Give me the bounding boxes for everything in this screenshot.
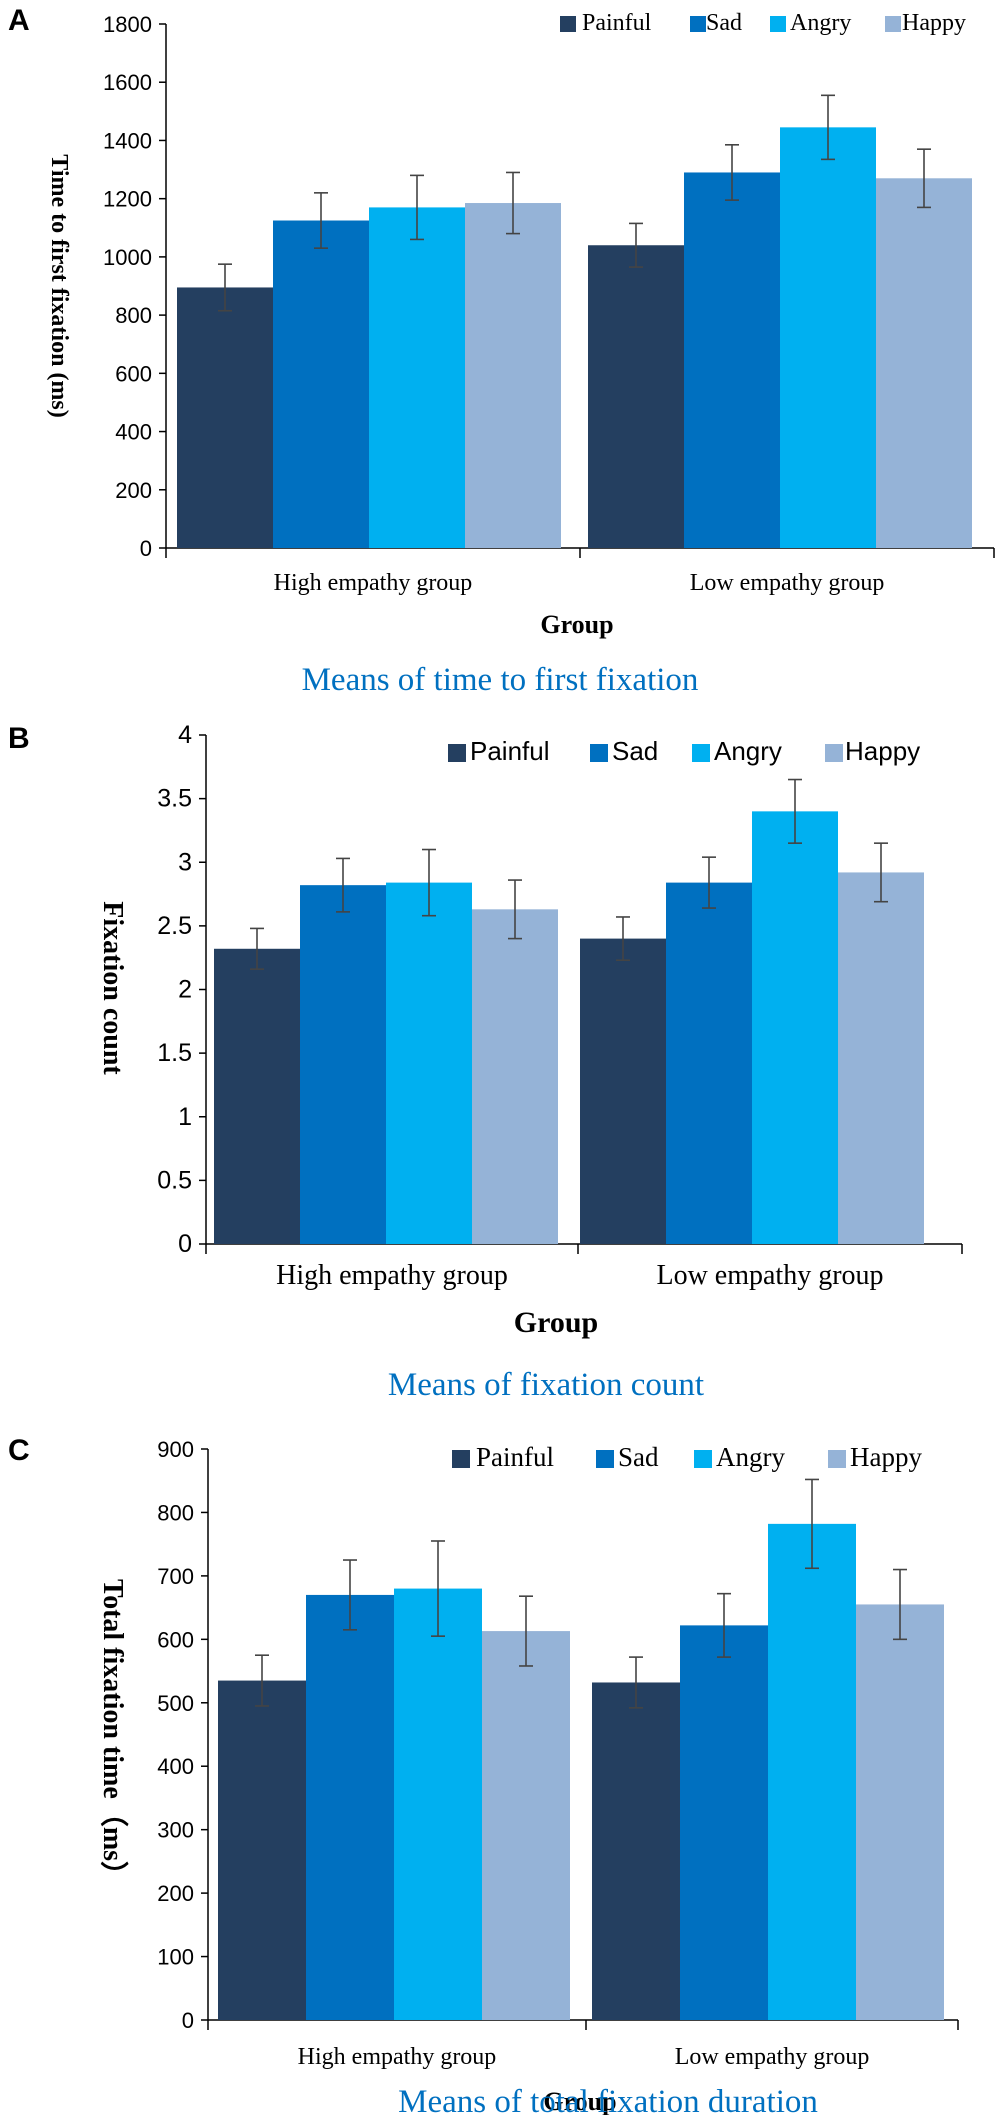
category-label: High empathy group	[276, 1260, 508, 1291]
bar-sad-low	[666, 882, 752, 1244]
panel-letter: A	[8, 4, 30, 37]
y-tick-label: 200	[115, 478, 152, 503]
legend-swatch-sad	[590, 744, 608, 762]
bar-happy-low	[838, 872, 924, 1244]
y-tick-label: 100	[157, 1945, 194, 1970]
y-axis-title: Fixation count	[97, 901, 128, 1075]
bar-angry-low	[752, 811, 838, 1244]
bar-happy-low	[876, 178, 972, 549]
bar-angry-high	[369, 207, 465, 548]
legend-label-sad: Sad	[612, 736, 658, 766]
y-tick-label: 800	[157, 1500, 194, 1525]
legend-label-painful: Painful	[476, 1442, 554, 1472]
y-tick-label: 1000	[103, 245, 152, 270]
bar-sad-high	[273, 220, 369, 548]
y-tick-label: 800	[115, 303, 152, 328]
panel-caption: Means of time to first fixation	[302, 662, 699, 698]
bar-painful-high	[177, 287, 273, 548]
bar-painful-high	[218, 1680, 306, 2020]
y-tick-label: 600	[157, 1627, 194, 1652]
y-tick-label: 1800	[103, 12, 152, 37]
legend-swatch-painful	[560, 16, 576, 32]
legend-label-angry: Angry	[714, 736, 782, 766]
y-tick-label: 1400	[103, 128, 152, 153]
y-tick-label: 2	[178, 976, 192, 1004]
legend-label-angry: Angry	[716, 1442, 785, 1472]
bar-angry-low	[780, 127, 876, 548]
category-label: High empathy group	[298, 2044, 497, 2070]
legend-label-happy: Happy	[850, 1442, 922, 1472]
y-tick-label: 3.5	[157, 785, 192, 813]
panel-letter: B	[8, 722, 30, 755]
y-axis-title: Total fixation time（ms）	[97, 1579, 130, 1889]
legend-swatch-angry	[770, 16, 786, 32]
bar-painful-low	[588, 245, 684, 548]
legend-swatch-painful	[452, 1450, 470, 1468]
legend-label-sad: Sad	[618, 1442, 659, 1472]
legend-swatch-sad	[690, 16, 706, 32]
x-axis-title: Group	[543, 2087, 616, 2115]
y-tick-label: 300	[157, 1818, 194, 1843]
legend-swatch-angry	[694, 1450, 712, 1468]
legend-swatch-sad	[596, 1450, 614, 1468]
panel-c: C 0 100 200 300 400 500 600 700 800 900 High empath…	[8, 1434, 959, 2115]
legend-swatch-happy	[885, 16, 901, 32]
legend-label-painful: Painful	[470, 736, 550, 766]
y-tick-label: 3	[178, 848, 192, 876]
y-tick-label: 500	[157, 1691, 194, 1716]
legend-label-painful: Painful	[582, 10, 652, 36]
bar-happy-high	[465, 203, 561, 549]
x-axis-title: Group	[540, 610, 613, 639]
bar-sad-high	[306, 1594, 394, 2020]
y-tick-label: 400	[157, 1754, 194, 1779]
y-tick-label: 0	[140, 536, 152, 561]
y-tick-label: 600	[115, 361, 152, 386]
x-axis-title: Group	[514, 1306, 598, 1339]
y-tick-label: 200	[157, 1881, 194, 1906]
bar-painful-high	[214, 948, 300, 1244]
bar-angry-high	[386, 882, 472, 1244]
y-tick-label: 400	[115, 420, 152, 445]
bar-sad-high	[300, 885, 386, 1244]
y-tick-label: 1.5	[157, 1039, 192, 1067]
y-tick-label: 0.5	[157, 1166, 192, 1194]
bar-sad-low	[684, 172, 780, 548]
y-tick-label: 0	[182, 2008, 194, 2033]
category-label: Low empathy group	[675, 2044, 870, 2070]
bar-happy-low	[856, 1604, 944, 2020]
y-tick-label: 700	[157, 1564, 194, 1589]
category-label: Low empathy group	[690, 570, 885, 596]
y-tick-label: 900	[157, 1437, 194, 1462]
panel-caption: Means of fixation count	[388, 1367, 704, 1403]
y-tick-label: 1600	[103, 70, 152, 95]
y-tick-label: 4	[178, 721, 192, 749]
legend-swatch-angry	[692, 744, 710, 762]
bar-sad-low	[680, 1625, 768, 2020]
legend-swatch-happy	[825, 744, 843, 762]
legend-label-sad: Sad	[706, 10, 742, 36]
bar-painful-low	[580, 938, 666, 1244]
legend-swatch-painful	[448, 744, 466, 762]
panel-b: B 0 0.5 1 1.5 2 2.5 3 3.5 4 High empathy group Low …	[8, 721, 963, 1403]
y-tick-label: 1200	[103, 187, 152, 212]
bar-happy-high	[482, 1631, 570, 2020]
y-tick-label: 1	[178, 1103, 192, 1131]
panel-letter: C	[8, 1434, 30, 1467]
legend-swatch-happy	[828, 1450, 846, 1468]
bar-painful-low	[592, 1682, 680, 2020]
y-axis-title: Time to first fixation (ms)	[46, 154, 72, 418]
legend-label-happy: Happy	[845, 736, 920, 766]
legend-label-happy: Happy	[902, 10, 966, 36]
y-tick-label: 0	[178, 1230, 192, 1258]
bar-angry-high	[394, 1588, 482, 2020]
bar-angry-low	[768, 1523, 856, 2020]
category-label: High empathy group	[274, 570, 473, 596]
category-label: Low empathy group	[656, 1260, 883, 1291]
bar-happy-high	[472, 909, 558, 1244]
y-tick-label: 2.5	[157, 912, 192, 940]
panel-caption: Means of total fixation duration	[398, 2084, 818, 2115]
panel-a: A 0 200 400 600 800 1000 1200 1400 1600 1800 High e…	[8, 4, 995, 698]
legend-label-angry: Angry	[790, 10, 851, 36]
